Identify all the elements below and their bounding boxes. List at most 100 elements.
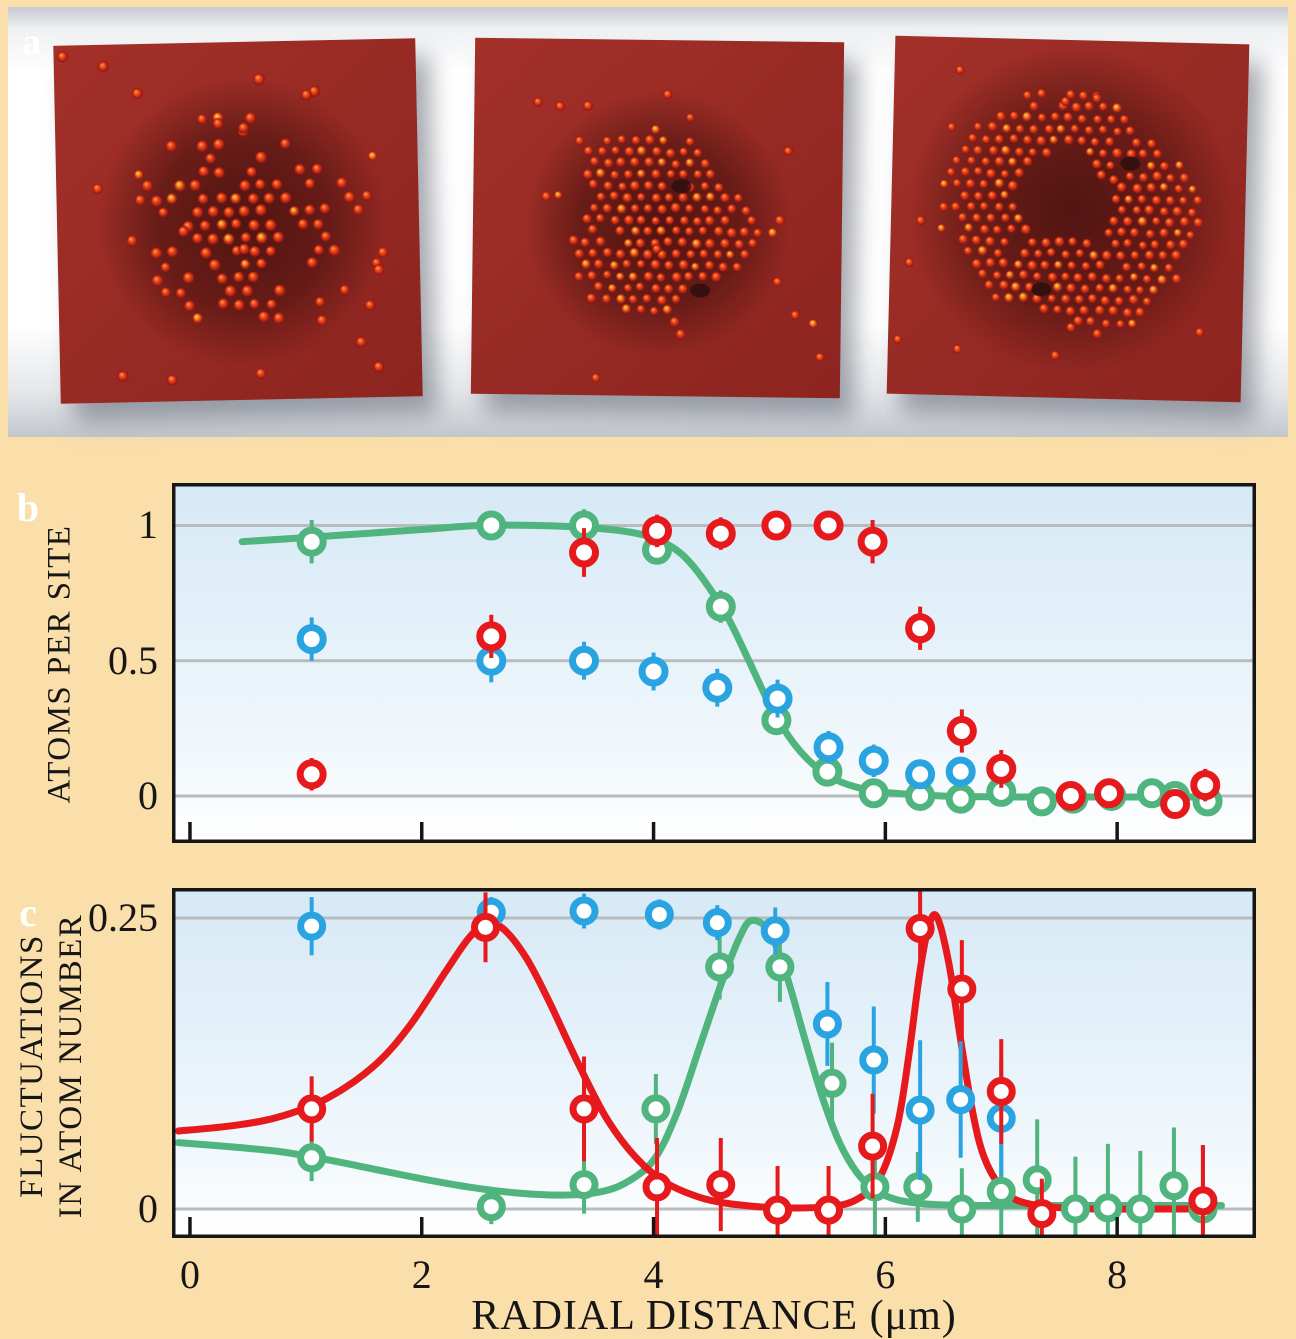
- chart-c-svg: [172, 876, 1256, 1274]
- data-point-green: [569, 1170, 599, 1200]
- data-point-green: [817, 1068, 847, 1098]
- data-point-green: [1060, 1194, 1090, 1224]
- chart-b-svg: [172, 483, 1256, 843]
- data-point-blue: [812, 1009, 842, 1039]
- atom-dots: [893, 65, 1205, 361]
- data-point-red: [642, 1172, 672, 1202]
- data-point-green: [1093, 1193, 1123, 1223]
- data-point-blue: [569, 896, 599, 926]
- y-tick-label-c: 0: [138, 1186, 158, 1232]
- atom-dots: [533, 89, 825, 383]
- data-point-green: [947, 1194, 977, 1224]
- lattice-void: [671, 179, 692, 194]
- panel-c-y-axis-title-line1: FLUCTUATIONS: [14, 934, 50, 1198]
- data-point-red: [905, 914, 935, 944]
- data-point-red: [705, 518, 736, 549]
- x-tick-label: 4: [643, 1252, 664, 1297]
- data-point-red: [476, 621, 507, 652]
- data-point-red: [1190, 770, 1221, 801]
- panel-label-b: b: [3, 482, 53, 533]
- data-point-red: [814, 1195, 844, 1225]
- photo-svg: [53, 38, 423, 404]
- data-point-blue: [702, 908, 732, 938]
- data-point-green: [476, 510, 507, 541]
- data-point-green: [945, 783, 976, 814]
- data-point-green: [1026, 786, 1057, 817]
- photo-ring: [886, 35, 1250, 403]
- data-point-green: [705, 591, 736, 622]
- data-point-green: [641, 1094, 671, 1124]
- atom-dots: [56, 51, 389, 386]
- photo-dilute-cluster: [53, 38, 423, 404]
- data-point-green: [1022, 1165, 1052, 1195]
- data-point-red: [706, 1170, 736, 1200]
- lattice-void: [1031, 282, 1052, 297]
- data-point-red: [1094, 778, 1125, 809]
- data-point-red: [813, 510, 844, 541]
- series-red-circles: [297, 876, 1218, 1257]
- x-tick-label: 8: [1107, 1252, 1128, 1297]
- data-point-green: [860, 1172, 890, 1202]
- x-tick-label: 6: [875, 1252, 896, 1297]
- data-point-blue: [644, 900, 674, 930]
- data-point-red: [857, 526, 888, 557]
- data-point-blue: [905, 1095, 935, 1125]
- data-point-red: [761, 510, 792, 541]
- panel-a-strip: [8, 7, 1288, 437]
- data-point-blue: [762, 683, 793, 714]
- photo-svg: [886, 35, 1250, 403]
- data-point-red: [297, 1094, 327, 1124]
- plot-frame: [172, 483, 1256, 843]
- y-tick-label-b: 0.5: [108, 637, 158, 683]
- data-point-green: [705, 952, 735, 982]
- panel-label-a-text: a: [22, 21, 41, 63]
- series-blue-circles: [296, 617, 976, 790]
- lattice-void: [1120, 156, 1141, 171]
- data-point-red: [947, 974, 977, 1004]
- plot-frame: [172, 888, 1256, 1238]
- y-tick-label-c: 0.25: [88, 895, 158, 941]
- data-point-green: [476, 1192, 506, 1222]
- panel-c-y-axis-title-line2: IN ATOM NUMBER: [53, 913, 89, 1219]
- data-point-red: [1055, 780, 1086, 811]
- series-red-circles: [296, 510, 1221, 820]
- data-point-red: [296, 759, 327, 790]
- data-point-red: [569, 1094, 599, 1124]
- panel-c-plot: [172, 876, 1256, 1274]
- data-point-blue: [859, 1045, 889, 1075]
- panel-label-b-text: b: [16, 485, 40, 530]
- data-point-red: [858, 1131, 888, 1161]
- y-tick-label-b: 0: [138, 772, 158, 818]
- data-point-blue: [945, 756, 976, 787]
- data-point-red: [905, 613, 936, 644]
- panel-c-y-axis-title: FLUCTUATIONS IN ATOM NUMBER: [13, 914, 91, 1219]
- photo-svg: [470, 37, 845, 399]
- data-point-green: [1136, 778, 1167, 809]
- data-point-green: [296, 526, 327, 557]
- data-point-red: [986, 753, 1017, 784]
- data-point-green: [765, 952, 795, 982]
- data-point-red: [569, 537, 600, 568]
- data-point-blue: [760, 916, 790, 946]
- data-point-red: [471, 912, 501, 942]
- data-point-green: [903, 1172, 933, 1202]
- data-point-blue: [946, 1085, 976, 1115]
- data-point-red: [986, 1076, 1016, 1106]
- y-tick-label-b: 1: [138, 502, 158, 548]
- data-point-blue: [296, 624, 327, 655]
- photo-dense-disc: [470, 37, 845, 399]
- data-point-green: [297, 1143, 327, 1173]
- panel-b-plot: [172, 483, 1256, 848]
- data-point-green: [1159, 1171, 1189, 1201]
- data-point-green: [1125, 1194, 1155, 1224]
- panel-label-c: c: [3, 887, 53, 938]
- data-point-red: [946, 716, 977, 747]
- lattice-void: [690, 283, 711, 298]
- x-axis-title: RADIAL DISTANCE (μm): [471, 1293, 957, 1339]
- fit-curve-green: [174, 916, 1225, 1210]
- data-point-blue: [297, 911, 327, 941]
- data-point-green: [812, 756, 843, 787]
- data-point-blue: [813, 732, 844, 763]
- data-point-red: [642, 515, 673, 546]
